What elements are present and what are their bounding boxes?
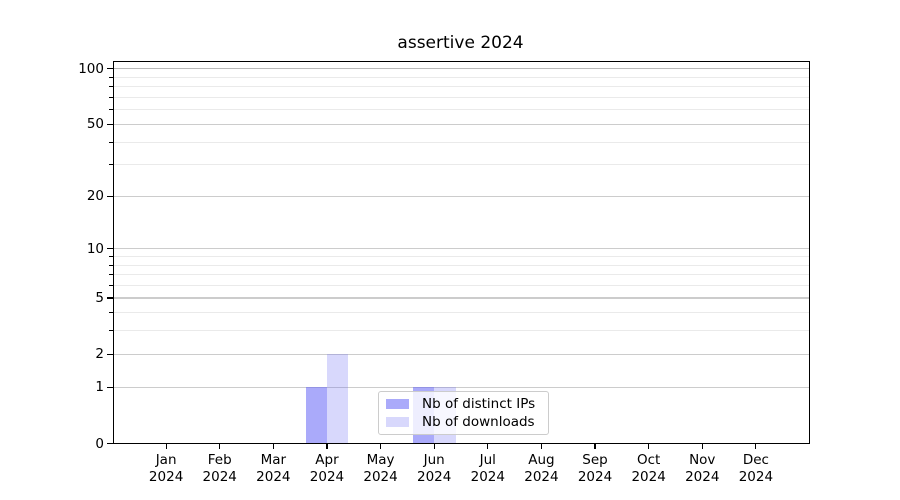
gridline-minor [112,330,810,332]
y-tick-mark [106,442,113,445]
y-tick-label: 20 [86,188,104,205]
bar-apr-2024-nb-of-downloads [326,354,349,444]
y-minor-tick-mark [109,312,113,314]
gridline-minor [112,76,810,78]
gridline-minor [112,256,810,258]
gridline-minor [112,86,810,88]
y-tick-mark [106,297,113,299]
y-tick-mark [106,195,113,197]
legend-swatch-downloads [386,417,409,427]
legend: Nb of distinct IPs Nb of downloads [378,391,549,435]
y-tick-label: 50 [86,116,104,133]
y-tick-label: 2 [95,346,104,363]
gridline-minor [112,141,810,143]
plot-area [112,61,810,444]
legend-item-downloads: Nb of downloads [386,414,541,430]
gridline-minor [112,285,810,287]
legend-label-downloads: Nb of downloads [422,414,535,430]
y-minor-tick-mark [109,96,113,98]
y-tick-label: 5 [95,290,104,307]
x-tick-label: Jul 2024 [470,451,505,485]
y-tick-mark [106,68,113,70]
x-tick-label: Feb 2024 [202,451,237,485]
y-minor-tick-mark [109,141,113,143]
gridline-minor [112,96,810,98]
y-minor-tick-mark [109,109,113,111]
x-tick-label: Oct 2024 [631,451,666,485]
y-minor-tick-mark [109,330,113,332]
x-tick-label: Dec 2024 [738,451,774,485]
bar-apr-2024-nb-of-distinct-ips [305,387,327,444]
x-tick-mark [433,443,435,449]
gridline-minor [112,312,810,314]
x-tick-mark [648,443,650,449]
gridline-minor [112,274,810,276]
gridline-major [112,123,810,125]
y-tick-mark [106,248,113,250]
x-tick-mark [379,443,382,449]
x-tick-label: Jan 2024 [148,451,184,485]
gridline-minor [112,109,810,111]
y-tick-label: 10 [86,240,104,257]
y-tick-mark [106,386,113,388]
gridline-major [112,386,810,388]
x-tick-mark [272,443,274,449]
x-tick-label: Aug 2024 [524,451,559,485]
legend-item-distinct-ips: Nb of distinct IPs [386,396,541,412]
x-tick-mark [594,443,596,449]
x-tick-label: May 2024 [363,451,398,485]
y-minor-tick-mark [109,76,113,78]
legend-label-distinct-ips: Nb of distinct IPs [422,396,536,412]
x-tick-label: Nov 2024 [685,451,720,485]
y-minor-tick-mark [109,285,113,287]
x-tick-label: Mar 2024 [256,451,291,485]
x-tick-mark [701,443,703,449]
y-tick-mark [106,123,113,125]
y-tick-label: 0 [95,435,104,452]
y-tick-label: 100 [78,60,104,77]
y-tick-label: 1 [95,379,104,396]
x-tick-label: Apr 2024 [309,451,345,485]
x-tick-mark [540,443,542,449]
x-tick-mark [755,443,757,449]
gridline-minor [112,264,810,266]
chart-title: assertive 2024 [397,33,524,53]
legend-swatch-distinct-ips [386,399,409,409]
x-tick-label: Sep 2024 [577,451,613,485]
y-minor-tick-mark [109,256,113,258]
x-tick-mark [165,443,167,449]
x-tick-label: Jun 2024 [417,451,452,485]
y-minor-tick-mark [109,86,113,88]
gridline-major [112,195,810,197]
y-minor-tick-mark [109,164,113,166]
gridline-major [112,248,810,250]
x-tick-mark [487,443,489,449]
x-tick-mark [326,443,328,449]
gridline-major [112,297,810,299]
y-minor-tick-mark [109,264,113,266]
gridline-major [112,68,810,70]
gridline-major [112,353,810,355]
y-minor-tick-mark [109,274,113,276]
gridline-minor [112,164,810,166]
y-tick-mark [106,353,113,355]
x-tick-mark [219,443,221,449]
